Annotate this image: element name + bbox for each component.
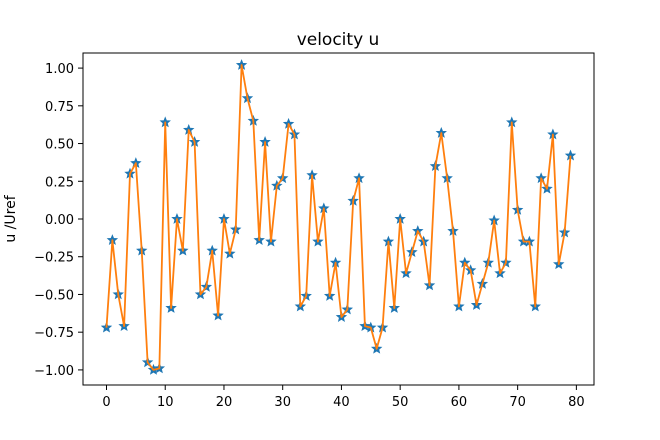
y-axis-label: u /Uref — [3, 194, 19, 242]
x-tick-label: 50 — [392, 395, 409, 410]
axes-frame — [82, 52, 595, 386]
y-tick-label: −1.00 — [34, 364, 74, 379]
y-tick-label: 0.75 — [45, 100, 74, 115]
x-tick-label: 60 — [451, 395, 468, 410]
x-tick-label: 10 — [157, 395, 174, 410]
x-tick-label: 70 — [509, 395, 526, 410]
y-tick-label: 0.25 — [45, 175, 74, 190]
y-tick-label: −0.25 — [34, 251, 74, 266]
plot-area: 0 10 20 30 40 50 60 70 80 −1.00 −0.75 −0.50 −0.25 0.0… — [34, 59, 585, 410]
series-line — [105, 64, 572, 371]
y-tick-label: 1.00 — [45, 62, 74, 77]
x-tick-label: 80 — [568, 395, 585, 410]
y-tick-label: 0.00 — [45, 213, 74, 228]
x-tick-label: 0 — [102, 395, 110, 410]
x-tick-label: 20 — [216, 395, 233, 410]
x-tick-label: 30 — [274, 395, 291, 410]
y-tick-label: −0.75 — [34, 326, 74, 341]
y-tick-label: −0.50 — [34, 288, 74, 303]
chart-title: velocity u — [297, 30, 380, 50]
y-tick-label: 0.50 — [45, 138, 74, 153]
x-tick-label: 40 — [333, 395, 350, 410]
